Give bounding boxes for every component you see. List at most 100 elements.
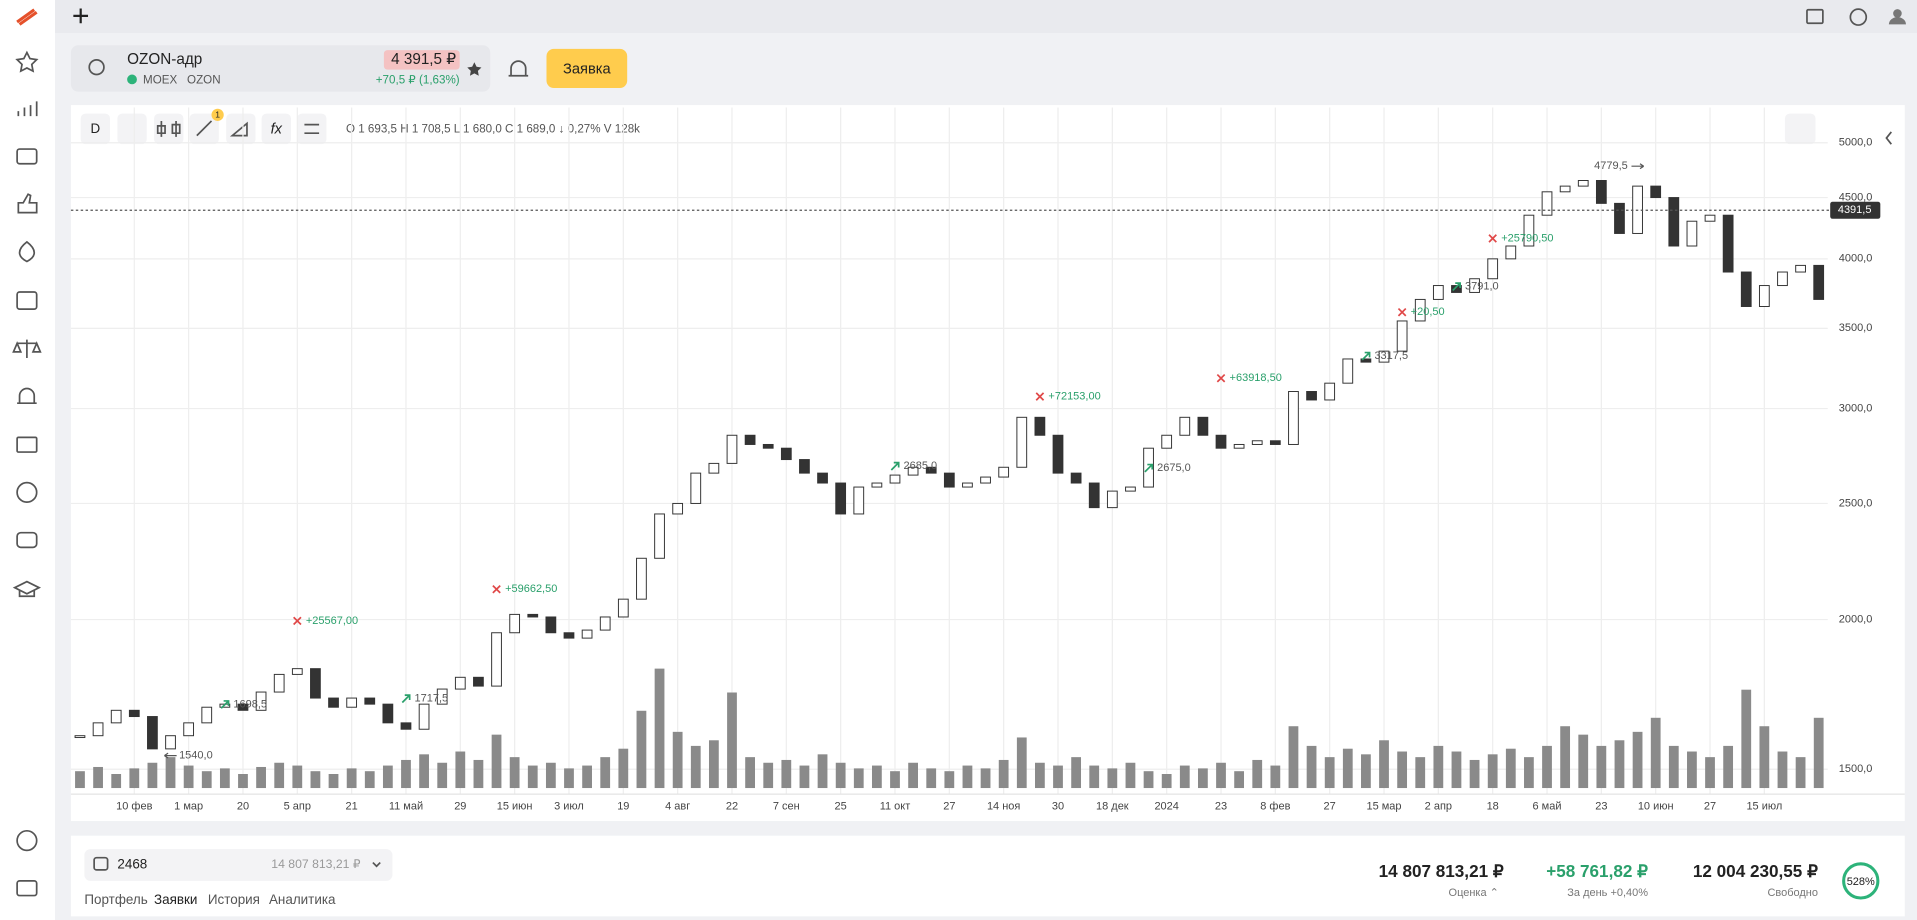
- volume-bar: [545, 762, 556, 789]
- learning[interactable]: [12, 580, 42, 598]
- tab[interactable]: Портфель: [84, 892, 147, 907]
- volume-bar: [708, 740, 719, 789]
- markets[interactable]: [17, 101, 38, 117]
- candle: [780, 447, 792, 461]
- ai-button[interactable]: [1784, 113, 1816, 145]
- volume-bar: [1723, 745, 1734, 789]
- candle: [418, 703, 430, 730]
- account-select[interactable]: [84, 849, 393, 881]
- trade-marker: [1035, 392, 1045, 401]
- candle: [654, 513, 665, 559]
- trade-marker: [164, 752, 177, 759]
- volume-bar: [75, 771, 85, 789]
- y-tick-label: 4500,0: [1839, 191, 1873, 203]
- volume-bar: [1053, 765, 1063, 789]
- chart-toolbar[interactable]: fx: [80, 108, 1816, 145]
- candle: [1215, 434, 1227, 449]
- alerts[interactable]: [17, 387, 37, 405]
- profile[interactable]: [1893, 9, 1902, 18]
- sidebar-icons[interactable]: [12, 8, 1906, 897]
- messages[interactable]: [1806, 8, 1824, 25]
- trade-label: +72153,00: [1048, 390, 1100, 402]
- last-price-badge: [1830, 201, 1881, 219]
- tool-icons[interactable]: [156, 120, 320, 137]
- plot: 1500,0 2000,0 2500,0 3000,0 3500,0 4000,0 4500…: [70, 107, 1905, 812]
- candle: [980, 476, 991, 484]
- tab-active[interactable]: Заявки: [154, 892, 197, 907]
- candle: [889, 474, 901, 484]
- trade-label: 3791,0: [1465, 281, 1499, 293]
- favorite-star[interactable]: [467, 62, 482, 76]
- add-tab[interactable]: [73, 8, 89, 24]
- candle: [617, 598, 629, 618]
- profile-body[interactable]: [1888, 17, 1906, 25]
- account-number[interactable]: 2468: [117, 857, 147, 872]
- mail[interactable]: [16, 436, 38, 453]
- candle: [1269, 440, 1281, 445]
- x-tick-label: 14 ноя: [987, 800, 1020, 812]
- tool-button[interactable]: [261, 113, 291, 145]
- interval[interactable]: D: [91, 121, 101, 136]
- volume-bar: [1777, 751, 1788, 789]
- trade-label: 1698,5: [233, 699, 267, 711]
- tool-button[interactable]: [80, 113, 111, 145]
- tab[interactable]: Аналитика: [269, 892, 336, 907]
- candle: [817, 472, 828, 484]
- x-tick-label: 10 фев: [116, 800, 152, 812]
- volume-bar: [1179, 765, 1190, 789]
- stat-value: 14 807 813,21 ₽: [1379, 862, 1504, 881]
- volume-bar: [1632, 731, 1643, 789]
- fx-icon[interactable]: fx: [271, 121, 283, 137]
- collapse-arrow[interactable]: [1885, 131, 1892, 145]
- help[interactable]: [16, 829, 38, 852]
- stat-label: За день +0,40%: [1567, 887, 1648, 899]
- tab[interactable]: История: [208, 892, 260, 907]
- chart-panel: [70, 105, 1905, 822]
- sell-cross: [1035, 392, 1045, 401]
- price-badge: [383, 50, 460, 70]
- volume-bar: [871, 765, 882, 789]
- candle: [1740, 271, 1752, 307]
- x-tick-label: 27: [1704, 800, 1716, 812]
- trade-label: +63918,50: [1230, 372, 1282, 384]
- tool-button[interactable]: [297, 113, 327, 145]
- x-tick-label: 23: [1595, 800, 1607, 812]
- help-top[interactable]: [1849, 8, 1868, 26]
- search-icon[interactable]: [88, 59, 105, 76]
- candle: [690, 472, 702, 504]
- volume-bar: [890, 771, 900, 789]
- favorites[interactable]: [15, 50, 39, 73]
- volume-bar: [600, 757, 611, 789]
- x-tick-label: 4 авг: [665, 800, 690, 812]
- ideas[interactable]: [17, 193, 38, 214]
- volume-bar: [672, 731, 683, 789]
- volume-bar: [1324, 757, 1335, 789]
- volume-bar: [165, 757, 176, 789]
- order-button[interactable]: [546, 48, 628, 88]
- candle: [1577, 180, 1589, 187]
- world[interactable]: [16, 481, 38, 504]
- volume-bar: [1270, 765, 1281, 789]
- stat-label: Свободно: [1767, 887, 1818, 899]
- volume-bar: [1542, 745, 1552, 789]
- dropdown-arrow[interactable]: [372, 861, 381, 868]
- volume-bar: [491, 734, 502, 789]
- candle: [925, 466, 937, 474]
- calendar[interactable]: [16, 291, 38, 310]
- chat[interactable]: [16, 531, 38, 549]
- order-button-label[interactable]: Заявка: [563, 62, 611, 78]
- rockets[interactable]: [18, 240, 36, 263]
- logo[interactable]: [16, 8, 38, 26]
- tool-button[interactable]: [117, 113, 147, 145]
- x-tick-label: 1 мар: [174, 800, 203, 812]
- compare[interactable]: [12, 339, 42, 358]
- alert-bell[interactable]: [508, 60, 529, 77]
- trade-marker: [220, 700, 230, 709]
- volume-bar: [292, 765, 303, 789]
- volume-bar: [419, 754, 429, 789]
- portfolio[interactable]: [16, 148, 38, 165]
- video[interactable]: [16, 880, 38, 897]
- trade-marker: [293, 616, 302, 626]
- volume-bar: [745, 757, 755, 789]
- candle: [1668, 197, 1680, 247]
